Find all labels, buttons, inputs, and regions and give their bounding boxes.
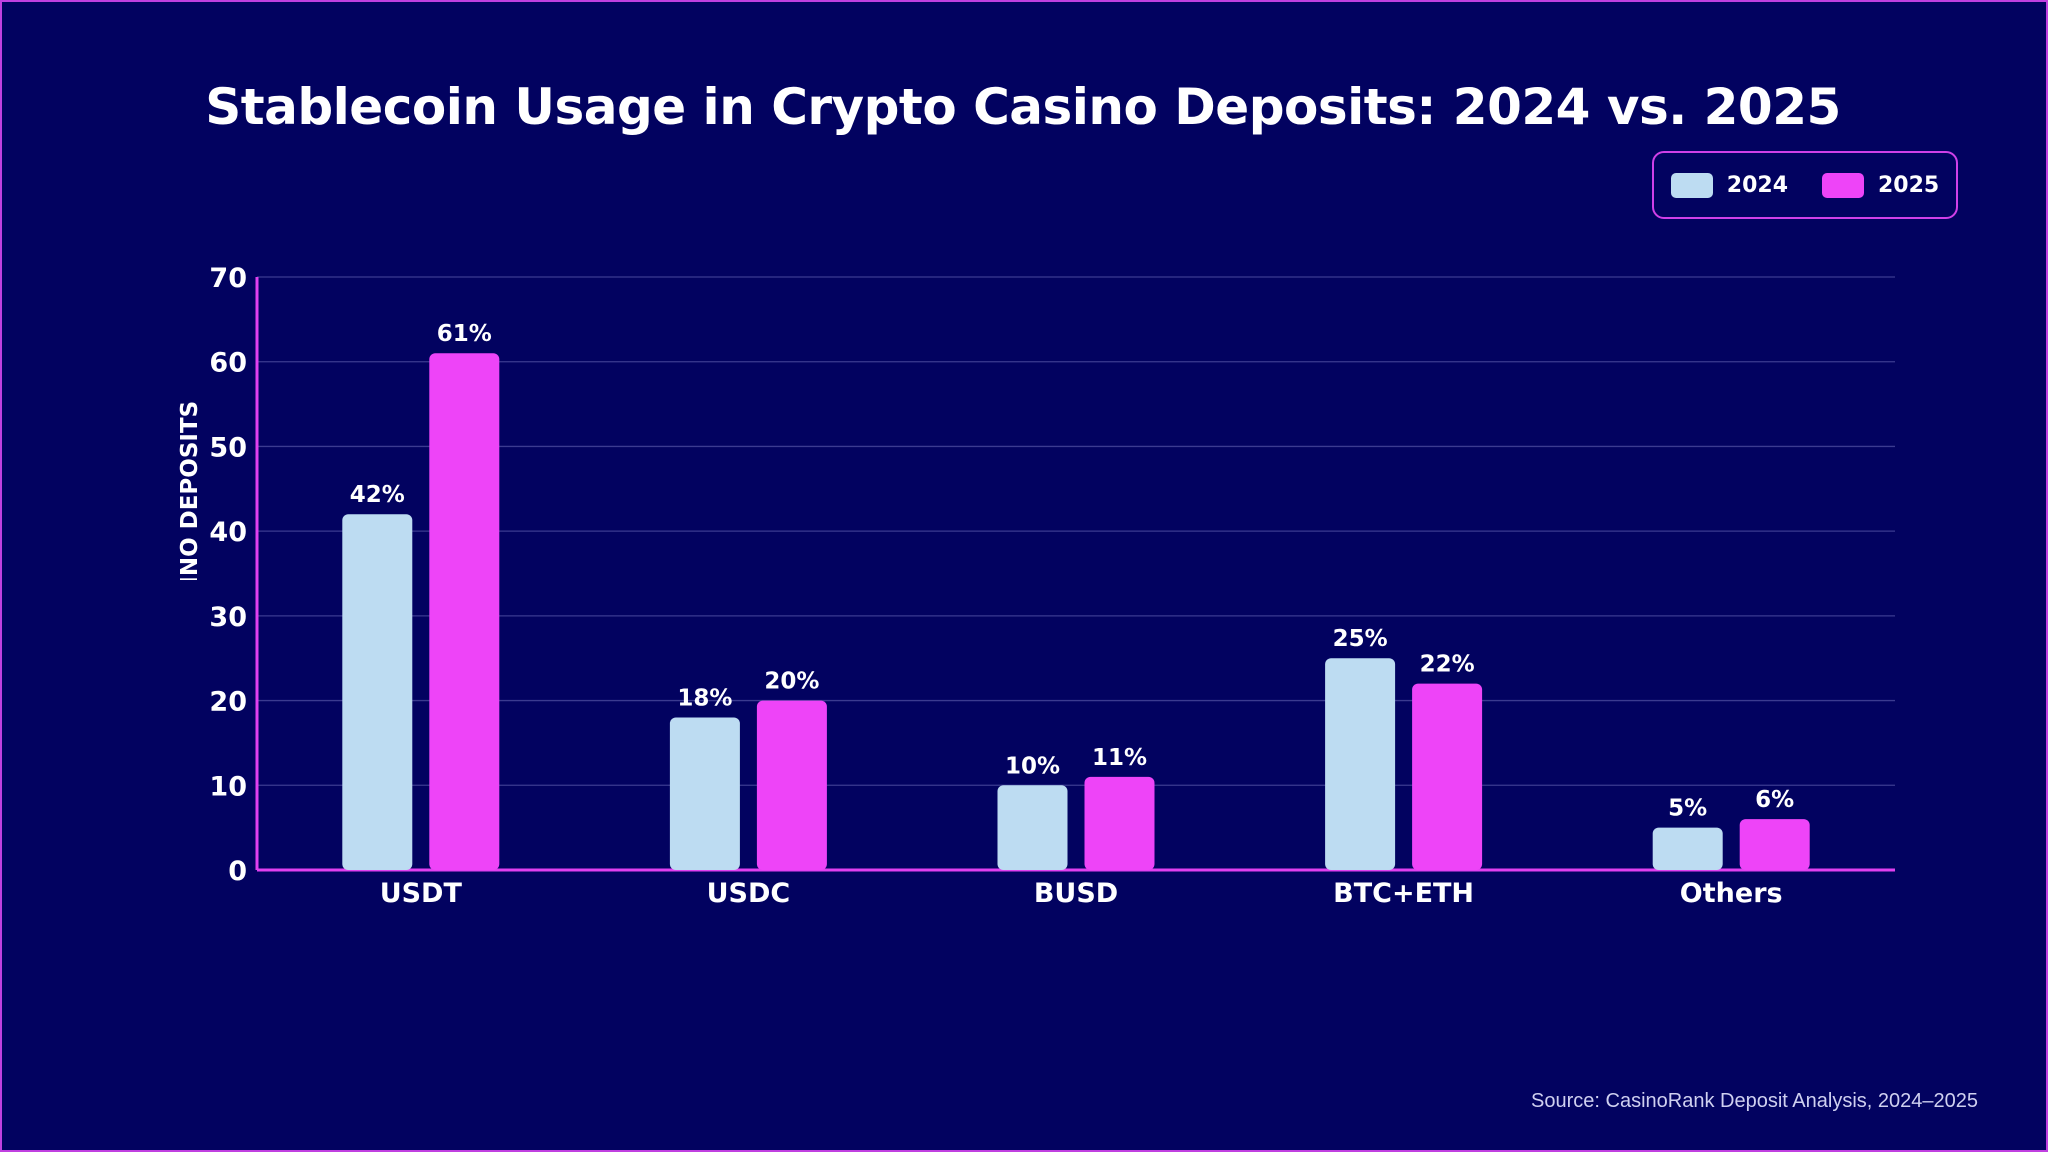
legend: 2024 2025 [1652, 151, 1958, 219]
x-tick-label: BTC+ETH [1333, 878, 1474, 909]
bar-2025-usdc [756, 700, 827, 870]
x-tick-label: BUSD [1034, 878, 1118, 909]
bar-2025-others [1739, 819, 1810, 870]
y-tick-label: 20 [209, 687, 247, 718]
y-tick-label: 70 [209, 263, 247, 294]
source-note: Source: CasinoRank Deposit Analysis, 202… [1531, 1090, 1978, 1112]
y-tick-label: 0 [228, 856, 247, 887]
bar-2024-usdc [669, 717, 740, 870]
legend-label-2025: 2025 [1878, 172, 1940, 198]
x-tick-label: USDT [380, 878, 463, 909]
x-tick-label: Others [1680, 878, 1783, 909]
bar-2025-btceth [1412, 683, 1483, 870]
data-label: 6% [1755, 787, 1794, 813]
data-label: 11% [1092, 745, 1147, 771]
bar-2025-busd [1084, 776, 1155, 870]
legend-swatch-2024 [1670, 172, 1713, 198]
bar-2025-usdt [429, 353, 500, 870]
y-tick-label: 10 [209, 771, 247, 802]
data-label: 20% [764, 669, 819, 695]
data-label: 25% [1333, 626, 1388, 652]
bar-2024-others [1652, 827, 1723, 870]
data-label: 5% [1668, 796, 1707, 822]
legend-item-2025: 2025 [1822, 172, 1940, 198]
bar-2024-btceth [1325, 658, 1396, 870]
y-tick-label: 30 [209, 602, 247, 633]
chart-title: Stablecoin Usage in Crypto Casino Deposi… [205, 78, 1841, 136]
y-tick-label: 40 [209, 517, 247, 548]
data-label: 10% [1005, 753, 1060, 779]
legend-label-2024: 2024 [1726, 172, 1788, 198]
x-tick-label: USDC [707, 878, 791, 909]
data-label: 18% [677, 686, 732, 712]
data-label: 22% [1420, 652, 1475, 678]
legend-item-2024: 2024 [1670, 172, 1788, 198]
bar-2024-usdt [342, 514, 413, 870]
legend-swatch-2025 [1822, 172, 1864, 198]
y-tick-label: 50 [209, 432, 247, 463]
data-label: 61% [437, 321, 492, 347]
y-tick-label: 60 [209, 348, 247, 379]
bar-2024-busd [997, 785, 1068, 870]
data-label: 42% [350, 482, 405, 508]
